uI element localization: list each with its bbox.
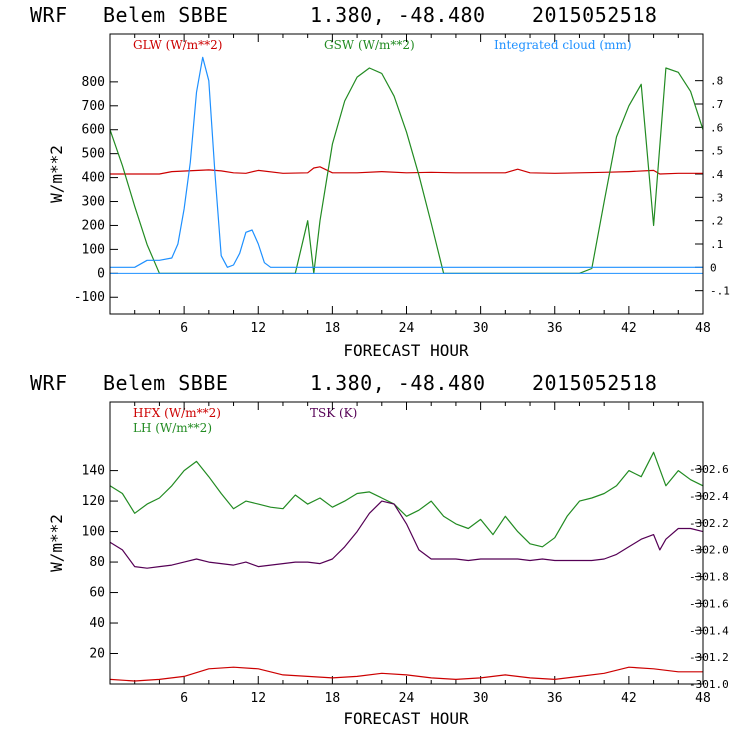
x-tick-label: 24 bbox=[399, 691, 415, 706]
y-tick-label: 400 bbox=[82, 171, 105, 186]
y-tick-label: 100 bbox=[82, 525, 105, 540]
x-tick-label: 42 bbox=[621, 321, 637, 336]
chart2-series bbox=[109, 451, 704, 682]
chart2-coords: 1.380, -48.480 bbox=[310, 371, 486, 395]
x-tick-label: 18 bbox=[325, 321, 341, 336]
y-right-tick-label: -301.0 bbox=[689, 678, 729, 691]
y-tick-label: 40 bbox=[89, 616, 105, 631]
y-right-tick-label: .1 bbox=[710, 238, 723, 251]
y-tick-label: 800 bbox=[82, 75, 105, 90]
series-line-tsk bbox=[109, 500, 704, 569]
y-right-tick-label: -302.4 bbox=[689, 490, 729, 503]
y-right-tick-label: -301.8 bbox=[689, 571, 729, 584]
x-tick-label: 30 bbox=[473, 321, 489, 336]
chart2-ylabel: W/m**2 bbox=[47, 514, 66, 572]
x-tick-label: 36 bbox=[547, 691, 563, 706]
y-tick-label: 60 bbox=[89, 586, 105, 601]
series-line-glw bbox=[110, 166, 703, 175]
series-line-hfx bbox=[109, 666, 703, 682]
x-tick-label: 12 bbox=[250, 691, 266, 706]
x-tick-label: 18 bbox=[325, 691, 341, 706]
chart1-legend-glw: GLW (W/m**2) bbox=[133, 38, 222, 52]
y-tick-label: -100 bbox=[74, 290, 105, 305]
chart2-header: WRF Belem SBBE 1.380, -48.480 2015052518 bbox=[30, 371, 657, 395]
chart2-xlabel: FORECAST HOUR bbox=[343, 709, 469, 728]
chart2-legend-lh: LH (W/m**2) bbox=[133, 421, 212, 435]
y-right-tick-label: .7 bbox=[710, 98, 723, 111]
y-right-tick-label: -.1 bbox=[710, 285, 730, 298]
x-tick-label: 30 bbox=[473, 691, 489, 706]
chart1-header: WRF Belem SBBE 1.380, -48.480 2015052518 bbox=[30, 3, 657, 27]
y-right-tick-label: .2 bbox=[710, 215, 723, 228]
x-tick-label: 6 bbox=[180, 321, 188, 336]
y-right-tick-label: .3 bbox=[710, 191, 723, 204]
series-line-integrated bbox=[110, 56, 703, 268]
chart1-frame bbox=[109, 33, 704, 315]
y-tick-label: 140 bbox=[82, 464, 105, 479]
x-tick-label: 48 bbox=[695, 691, 711, 706]
chart2-model: WRF bbox=[30, 371, 68, 395]
y-right-tick-label: .5 bbox=[710, 145, 723, 158]
y-tick-label: 0 bbox=[97, 266, 105, 281]
y-tick-label: 200 bbox=[82, 218, 105, 233]
y-right-tick-label: .6 bbox=[710, 121, 723, 134]
chart1-station: Belem SBBE bbox=[103, 3, 228, 27]
chart2-date: 2015052518 bbox=[532, 371, 657, 395]
chart1-ticks: 6 12 18 24 30 36 42 48 800 700 600 500 400 300 200 100 0… bbox=[74, 34, 730, 336]
chart2-legend-tsk: TSK (K) bbox=[310, 406, 357, 420]
y-tick-label: 80 bbox=[89, 555, 105, 570]
y-right-tick-label: .8 bbox=[710, 75, 723, 88]
x-tick-label: 48 bbox=[695, 321, 711, 336]
y-right-tick-label: 0 bbox=[710, 261, 717, 274]
y-right-tick-label: -301.4 bbox=[689, 624, 729, 637]
y-tick-label: 500 bbox=[82, 147, 105, 162]
chart1-legend-cloud: Integrated cloud (mm) bbox=[494, 38, 632, 52]
chart1-legend-gsw: GSW (W/m**2) bbox=[324, 38, 415, 52]
chart1-coords: 1.380, -48.480 bbox=[310, 3, 486, 27]
chart1-series bbox=[109, 56, 704, 274]
x-tick-label: 6 bbox=[180, 691, 188, 706]
y-right-tick-label: .4 bbox=[710, 168, 724, 181]
chart1-xlabel: FORECAST HOUR bbox=[343, 341, 469, 360]
y-right-tick-label: -302.2 bbox=[689, 517, 729, 530]
y-tick-label: 20 bbox=[89, 647, 105, 662]
chart1-model: WRF bbox=[30, 3, 68, 27]
y-tick-label: 300 bbox=[82, 195, 105, 210]
chart1-ylabel: W/m**2 bbox=[47, 145, 66, 203]
y-right-tick-label: -301.2 bbox=[689, 651, 729, 664]
y-tick-label: 100 bbox=[82, 242, 105, 257]
x-tick-label: 24 bbox=[399, 321, 415, 336]
chart2-ticks: 6 12 18 24 30 36 42 48 140 120 100 80 60 40 20 -302.6 -3… bbox=[82, 402, 729, 706]
y-right-tick-label: -302.6 bbox=[689, 463, 729, 476]
x-tick-label: 12 bbox=[250, 321, 266, 336]
chart2-frame bbox=[109, 401, 704, 685]
y-tick-label: 600 bbox=[82, 123, 105, 138]
chart2-legend-hfx: HFX (W/m**2) bbox=[133, 406, 221, 420]
y-tick-label: 700 bbox=[82, 99, 105, 114]
chart2-station: Belem SBBE bbox=[103, 371, 228, 395]
y-tick-label: 120 bbox=[82, 494, 105, 509]
y-right-tick-label: -301.6 bbox=[689, 597, 729, 610]
chart1-date: 2015052518 bbox=[532, 3, 657, 27]
series-line-lh bbox=[109, 451, 704, 548]
x-tick-label: 42 bbox=[621, 691, 637, 706]
y-right-tick-label: -302.0 bbox=[689, 544, 729, 557]
x-tick-label: 36 bbox=[547, 321, 563, 336]
